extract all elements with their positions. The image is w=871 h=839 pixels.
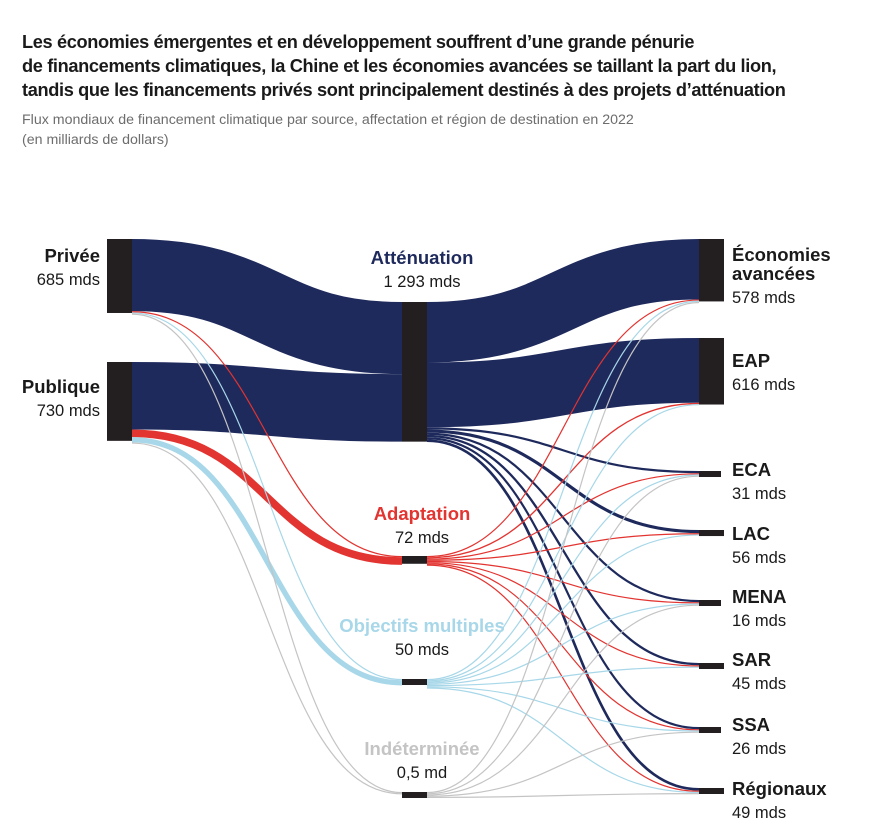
node-ssa xyxy=(699,727,721,733)
flow-indeterminee-regionaux xyxy=(426,793,700,798)
flow-attenuation-avancees xyxy=(426,239,700,363)
chart-title-line-3: tandis que les financements privés sont … xyxy=(22,80,786,100)
flow-multiples-regionaux xyxy=(426,687,700,794)
flow-privee-indeterminee xyxy=(131,313,403,794)
flow-multiples-avancees xyxy=(426,300,700,681)
flow-multiples-lac xyxy=(426,534,700,684)
chart-header: Les économies émergentes et en développe… xyxy=(22,30,862,150)
flow-privee-adaptation xyxy=(131,311,403,558)
node-indeterminee xyxy=(402,792,427,798)
flow-indeterminee-eca xyxy=(426,475,700,795)
node-attenuation xyxy=(402,302,427,442)
label-avancees-name-2: avancées xyxy=(732,263,815,284)
flow-attenuation-sar xyxy=(426,434,700,666)
label-ssa-name: SSA xyxy=(732,714,770,735)
label-publique-value: 730 mds xyxy=(37,402,100,420)
flow-adaptation-regionaux xyxy=(426,564,700,792)
flow-multiples-mena xyxy=(426,603,700,685)
flow-publique-indeterminee xyxy=(131,442,403,795)
flow-indeterminee-mena xyxy=(426,604,700,796)
flow-multiples-eca xyxy=(426,474,700,683)
label-sar-name: SAR xyxy=(732,649,771,670)
label-privee-value: 685 mds xyxy=(37,271,100,289)
flows-layer xyxy=(131,239,700,798)
label-indeterminee-name: Indéterminée xyxy=(364,738,479,759)
label-mena-name: MENA xyxy=(732,586,786,607)
flow-indeterminee-ssa xyxy=(426,731,700,797)
label-sar-value: 45 mds xyxy=(732,675,786,693)
node-publique xyxy=(107,362,132,441)
node-multiples xyxy=(402,679,427,685)
label-eap-name: EAP xyxy=(732,350,770,371)
flow-adaptation-eap xyxy=(426,402,700,559)
chart-title-line-1: Les économies émergentes et en développe… xyxy=(22,32,695,52)
node-mena xyxy=(699,600,721,606)
flow-attenuation-eca xyxy=(426,427,700,474)
label-indeterminee-value: 0,5 md xyxy=(397,764,447,782)
flow-adaptation-sar xyxy=(426,562,700,667)
label-regionaux-value: 49 mds xyxy=(732,804,786,822)
nodes-layer xyxy=(107,239,724,798)
label-avancees-value: 578 mds xyxy=(732,289,795,307)
label-eca-value: 31 mds xyxy=(732,485,786,503)
label-mena-value: 16 mds xyxy=(732,612,786,630)
flow-attenuation-eap xyxy=(426,338,700,428)
flow-attenuation-mena xyxy=(426,432,700,603)
node-sar xyxy=(699,663,724,669)
flow-multiples-sar xyxy=(426,666,700,687)
flow-adaptation-eca xyxy=(426,473,700,560)
label-attenuation-value: 1 293 mds xyxy=(383,273,460,291)
node-adaptation xyxy=(402,556,427,564)
flow-privee-attenuation xyxy=(131,239,403,375)
label-lac-value: 56 mds xyxy=(732,549,786,567)
label-ssa-value: 26 mds xyxy=(732,740,786,758)
flow-multiples-eap xyxy=(426,404,700,682)
flow-attenuation-ssa xyxy=(426,437,700,730)
node-privee xyxy=(107,239,132,313)
flow-publique-attenuation xyxy=(131,362,403,442)
chart-title-line-2: de financements climatiques, la Chine et… xyxy=(22,56,777,76)
label-adaptation-name: Adaptation xyxy=(374,503,471,524)
label-attenuation-name: Atténuation xyxy=(371,247,474,268)
label-avancees-name-1: Économies xyxy=(732,244,831,265)
label-publique-name: Publique xyxy=(22,376,100,397)
node-lac xyxy=(699,530,724,537)
node-avancees xyxy=(699,239,724,302)
flow-publique-multiples xyxy=(131,437,403,686)
label-adaptation-value: 72 mds xyxy=(395,529,449,547)
node-regionaux xyxy=(699,788,724,794)
chart-subtitle-line-1: Flux mondiaux de financement climatique … xyxy=(22,112,634,128)
label-multiples-name: Objectifs multiples xyxy=(339,615,505,636)
flow-indeterminee-avancees xyxy=(426,301,700,794)
label-multiples-value: 50 mds xyxy=(395,641,449,659)
label-regionaux-name: Régionaux xyxy=(732,778,827,799)
labels-layer: Privée 685 mds Publique 730 mds Atténuation 1… xyxy=(22,244,831,822)
flow-multiples-ssa xyxy=(426,686,700,732)
flow-adaptation-ssa xyxy=(426,563,700,731)
chart-subtitle-line-2: (en milliards de dollars) xyxy=(22,132,169,148)
node-eap xyxy=(699,338,724,405)
label-eca-name: ECA xyxy=(732,459,771,480)
flow-adaptation-mena xyxy=(426,560,700,604)
flow-adaptation-avancees xyxy=(426,299,700,558)
label-privee-name: Privée xyxy=(44,245,100,266)
label-eap-value: 616 mds xyxy=(732,376,795,394)
flow-privee-multiples xyxy=(131,312,403,681)
node-eca xyxy=(699,471,721,477)
label-lac-name: LAC xyxy=(732,523,770,544)
